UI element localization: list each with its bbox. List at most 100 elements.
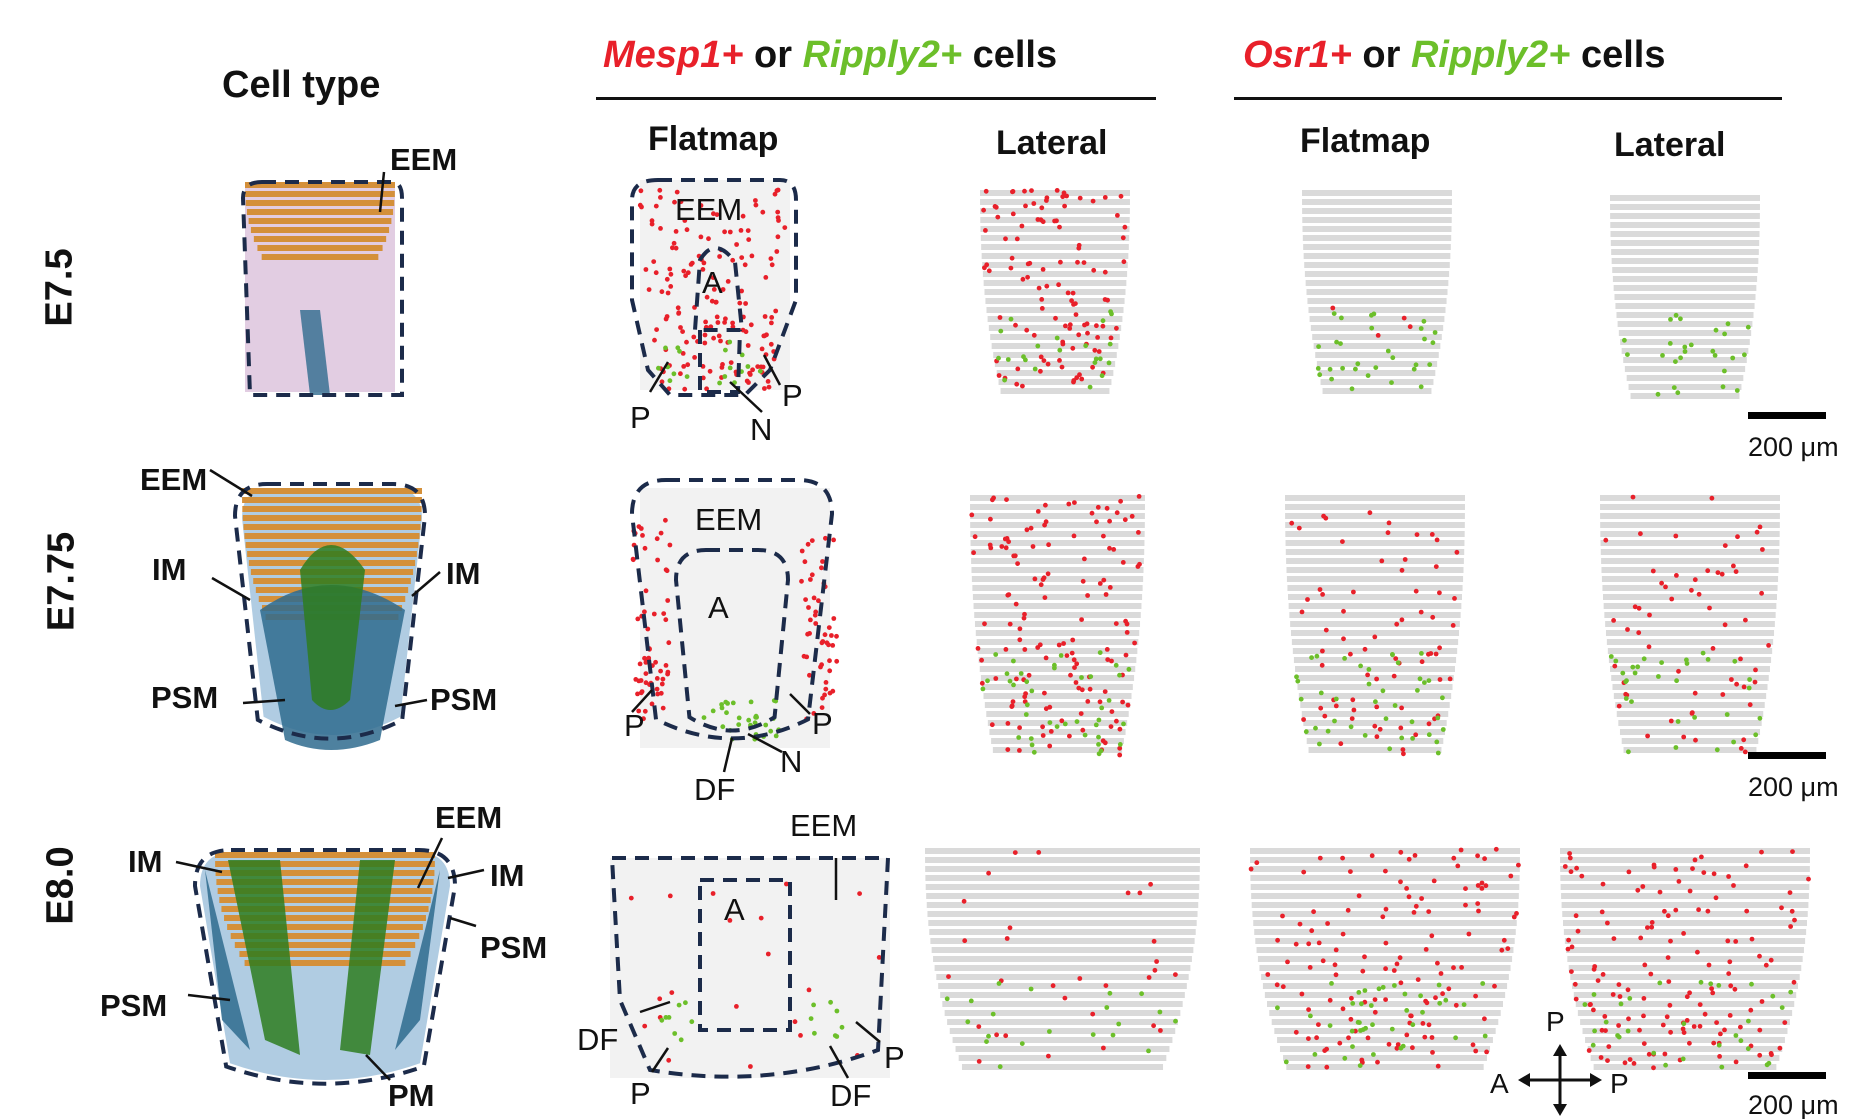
flatmap-osr-e75-cells-stripe — [1302, 199, 1452, 205]
flatmap-e775-mesp-left-dot — [654, 686, 660, 692]
lateral-osr-e80-green-dot — [1745, 1046, 1751, 1052]
flatmap-osr-e775-green-dot — [1317, 741, 1322, 747]
flatmap-e75-ripply-dot — [757, 368, 763, 374]
flatmap-osr-e75-cells-stripe — [1309, 316, 1445, 322]
flatmap-osr-e775-red-dot — [1413, 732, 1419, 738]
flatmap-osr-e80-red-dot — [1383, 868, 1388, 874]
lateral-osr-e775-red-dot — [1742, 749, 1748, 755]
flatmap-e75-mesp-dot — [684, 227, 690, 233]
lateral-mesp-e775-red-dot — [1043, 502, 1048, 508]
lateral-mesp-e775-red-dot — [1030, 544, 1036, 549]
lateral-osr-e80-red-dot — [1641, 996, 1647, 1001]
lateral-osr-e775-red-dot — [1625, 627, 1630, 632]
flatmap-e75-mesp-dot — [678, 371, 683, 377]
lateral-mesp-e80-red-dot — [1062, 995, 1068, 1001]
lateral-osr-e775-red-dot — [1638, 531, 1643, 537]
lateral-osr-e80-cells — [1560, 848, 1810, 1070]
lateral-mesp-e75-red-dot — [1054, 188, 1060, 193]
flatmap-osr-e80-red-dot — [1307, 965, 1313, 970]
lateral-mesp-e775-red-dot — [1107, 585, 1113, 590]
celltype-e775-eem-stripe — [243, 524, 421, 530]
label-eem-celltype-e75: EEM — [390, 142, 458, 177]
flatmap-osr-e80-cells-stripe — [1251, 893, 1519, 899]
lateral-osr-e775-cells-stripe — [1600, 504, 1780, 510]
lateral-osr-e80-red-dot — [1687, 990, 1692, 996]
flatmap-osr-e80-red-dot — [1429, 1035, 1435, 1040]
lateral-osr-e80-red-dot — [1569, 944, 1575, 950]
flatmap-e75-mesp-dot — [769, 315, 775, 320]
flatmap-osr-e80-red-dot — [1280, 913, 1285, 919]
flatmap-osr-e80-red-dot — [1349, 995, 1354, 1001]
lateral-osr-e80-red-dot — [1649, 924, 1655, 930]
lateral-osr-e80-red-dot — [1731, 883, 1736, 888]
flatmap-osr-e80-red-dot — [1394, 961, 1400, 967]
flatmap-osr-e80-red-dot — [1455, 863, 1461, 869]
lateral-osr-e775-red-dot — [1752, 679, 1758, 685]
flatmap-e775-bg — [640, 488, 830, 748]
lateral-mesp-e775-red-dot — [1003, 545, 1009, 551]
flatmap-osr-e75-green-dot — [1369, 312, 1374, 318]
flatmap-osr-e80-red-dot — [1463, 886, 1468, 891]
lateral-mesp-e75-cells-stripe — [985, 298, 1125, 304]
lateral-osr-e80-red-dot — [1713, 895, 1719, 901]
lateral-osr-e775-green-dot — [1659, 660, 1664, 665]
flatmap-e775-mesp-right-dot — [830, 688, 836, 694]
flatmap-e80-mesp-dot — [669, 990, 675, 995]
flatmap-e80-ripply-right-dot — [808, 1016, 814, 1021]
celltype-e75-eem-stripe — [257, 245, 383, 251]
flatmap-osr-e80-red-dot — [1511, 914, 1517, 920]
flatmap-e75-mesp-dot — [681, 364, 687, 369]
flatmap-e75-mesp-dot — [680, 351, 686, 356]
flatmap-e775-mesp-right-dot — [818, 664, 823, 670]
lateral-mesp-e75-red-dot — [1065, 290, 1071, 296]
flatmap-e75-mesp-dot — [739, 288, 744, 294]
lateral-osr-e775-green-dot — [1673, 745, 1679, 750]
flatmap-e80-ripply-left-dot — [683, 1000, 688, 1006]
flatmap-osr-e775-red-dot — [1401, 751, 1406, 757]
flatmap-osr-e75-green-dot — [1353, 366, 1358, 372]
lateral-mesp-e80-red-dot — [1036, 850, 1042, 855]
lateral-osr-e80-red-dot — [1687, 888, 1693, 894]
flatmap-osr-e775-cells-stripe — [1287, 585, 1463, 591]
flatmap-osr-e775-red-dot — [1341, 636, 1346, 642]
lateral-osr-e75-cells-stripe — [1618, 330, 1752, 336]
lateral-osr-e80-red — [1562, 849, 1811, 1071]
lateral-osr-e775-green-dot — [1746, 685, 1752, 691]
lateral-osr-e775-green-dot — [1724, 712, 1730, 717]
celltype-e80-eem-stripe — [230, 933, 420, 939]
lateral-osr-e80-red-dot — [1627, 1057, 1633, 1062]
flatmap-osr-e80-red-dot — [1372, 1009, 1378, 1015]
lateral-mesp-e75-red-dot — [1100, 323, 1106, 329]
flatmap-e775-mesp-right-dot — [827, 658, 832, 664]
flatmap-e75-ripply-dot — [723, 347, 728, 353]
flatmap-e75-mesp-dot — [671, 240, 677, 246]
flatmap-osr-e80-red-dot — [1475, 883, 1481, 888]
flatmap-e75-mesp-dot — [675, 305, 681, 311]
lateral-osr-e775-red-dot — [1766, 643, 1771, 648]
lateral-osr-e75-green-dot — [1673, 359, 1678, 364]
lateral-osr-e775-red-dot — [1692, 690, 1698, 696]
flatmap-osr-e80-red-dot — [1453, 1002, 1459, 1008]
lateral-mesp-e80-red-dot — [1125, 890, 1131, 896]
lateral-osr-e80-green — [1582, 979, 1794, 1070]
lateral-mesp-e75-red-dot — [1044, 283, 1050, 289]
lateral-osr-e775-red-dot — [1738, 656, 1743, 662]
lateral-osr-e80-red-dot — [1777, 1045, 1783, 1051]
lateral-mesp-e75-green-dot — [1092, 360, 1098, 365]
flatmap-osr-e80-red-dot — [1383, 997, 1388, 1002]
lateral-mesp-e75-red-dot — [1010, 189, 1015, 195]
flatmap-osr-e80-red-dot — [1459, 965, 1464, 970]
lateral-mesp-e775-red-dot — [1026, 672, 1032, 678]
lateral-mesp-e75-red-dot — [1102, 297, 1108, 302]
flatmap-e775-mesp-right-dot — [813, 621, 819, 626]
flatmap-osr-e75-green-dot — [1418, 326, 1424, 331]
flatmap-osr-e80-red-dot — [1473, 993, 1478, 999]
lateral-osr-e80-red-dot — [1696, 907, 1701, 913]
lateral-osr-e75-green-dot — [1678, 316, 1683, 322]
lateral-osr-e775-green-dot — [1626, 749, 1631, 755]
lateral-mesp-e75-red-dot — [1070, 345, 1076, 351]
lateral-mesp-e775-cells-stripe — [971, 558, 1144, 564]
lateral-mesp-e775-red-dot — [1129, 513, 1135, 519]
lateral-osr-e75-cells-stripe — [1620, 339, 1750, 345]
lateral-osr-e75-green-dot — [1655, 391, 1661, 397]
